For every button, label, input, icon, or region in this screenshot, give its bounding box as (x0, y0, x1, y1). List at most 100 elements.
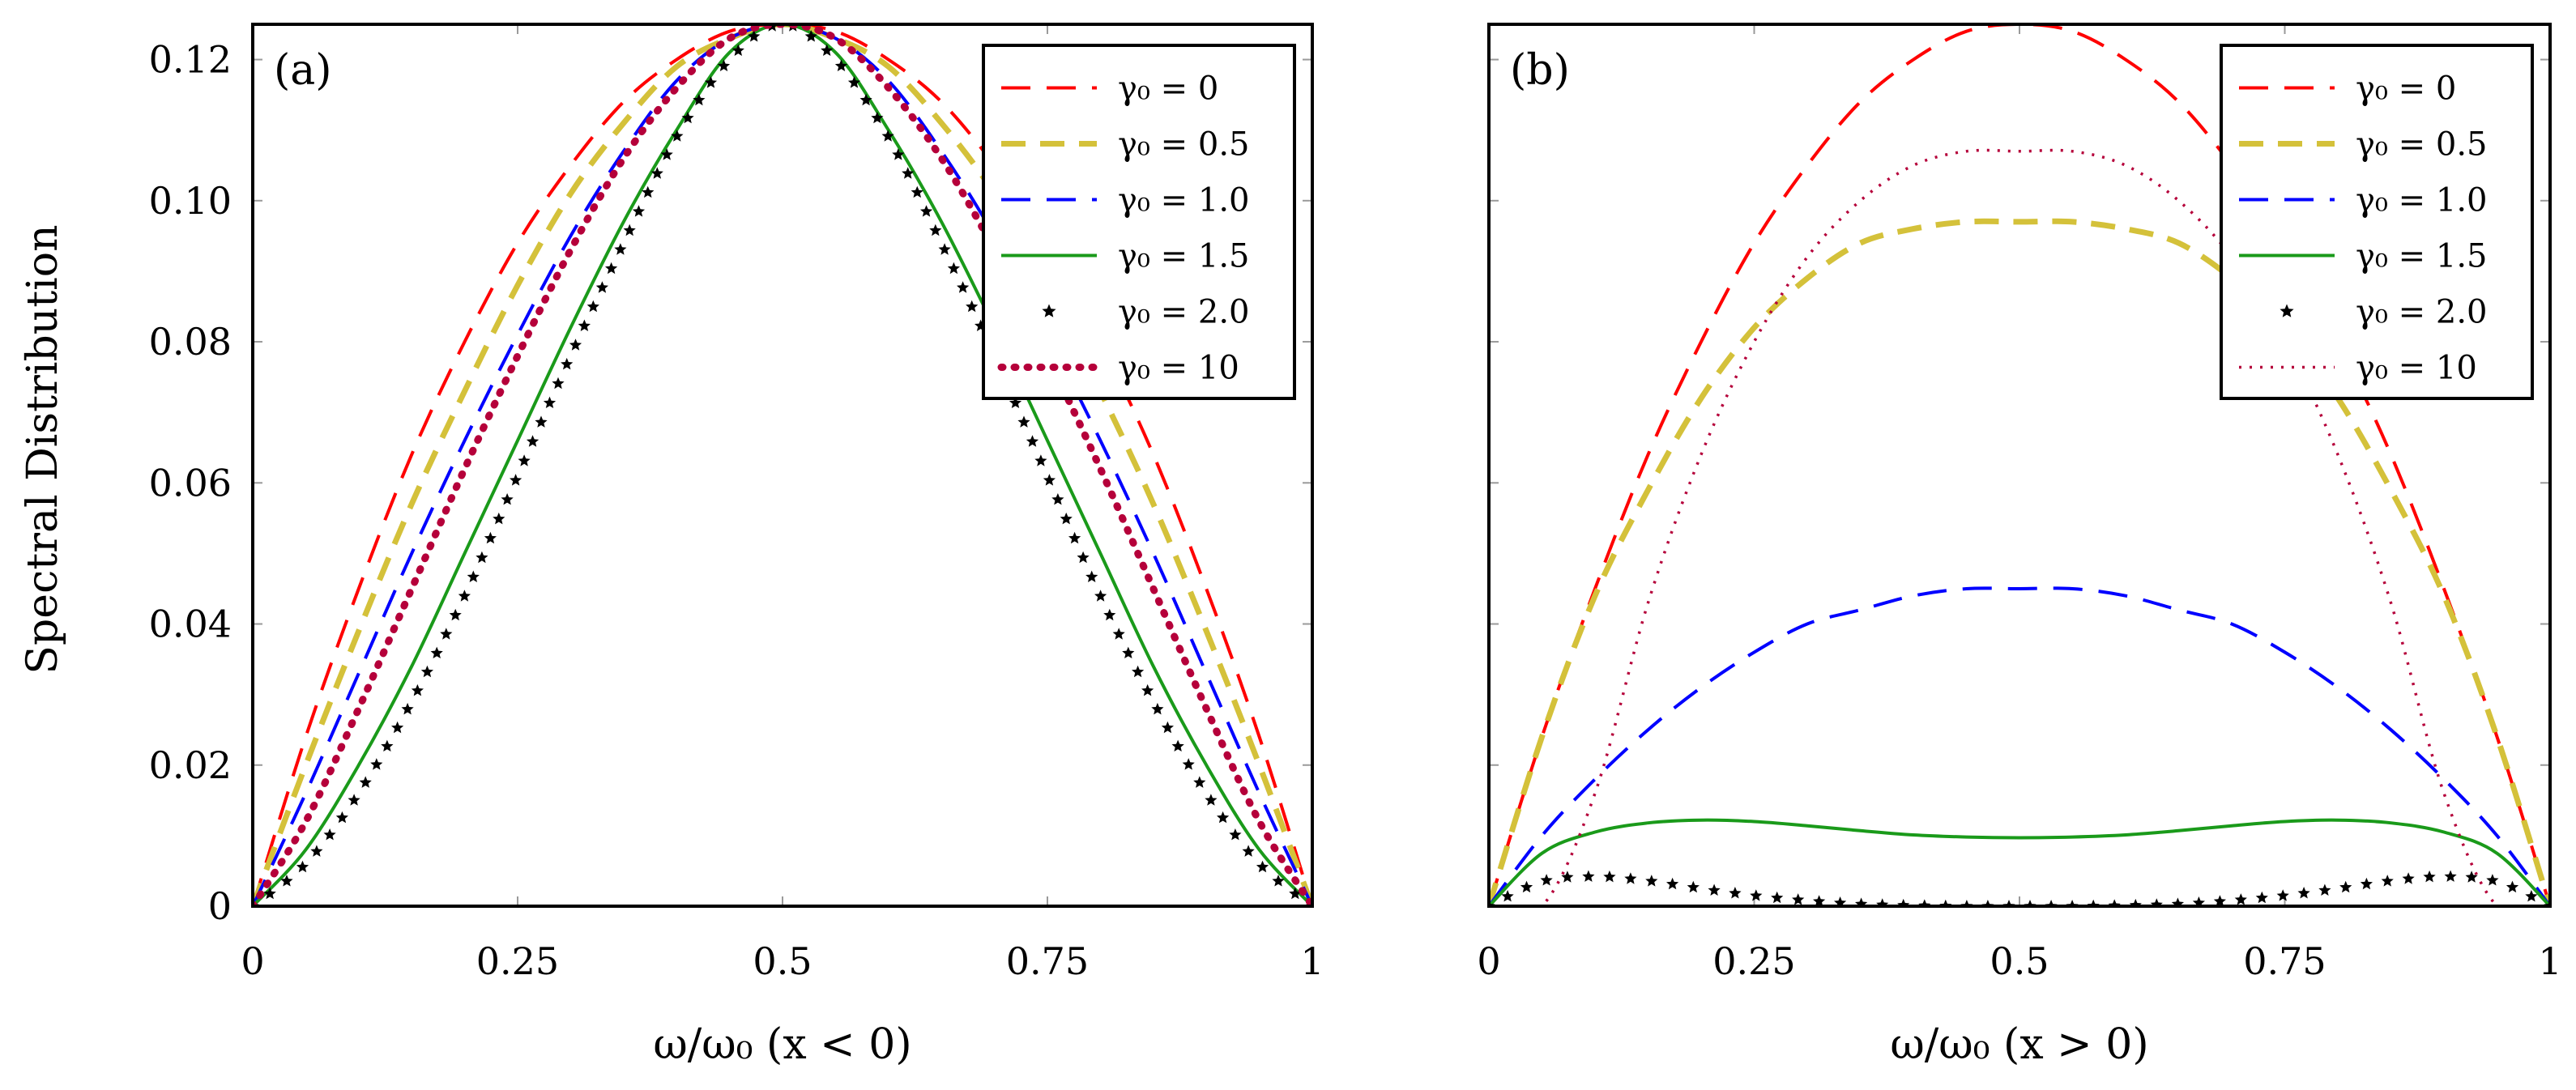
data-point (1193, 776, 1206, 788)
x-tick-label: 0.25 (1712, 939, 1795, 983)
data-point (467, 570, 480, 582)
y-tick-label: 0.02 (149, 743, 232, 787)
legend-entry: γ₀ = 2.0 (2280, 294, 2488, 331)
data-point (359, 776, 372, 788)
series-line (253, 24, 1312, 906)
legend-label: γ₀ = 1.0 (1118, 182, 1250, 219)
legend-entry: γ₀ = 0.5 (2239, 126, 2488, 164)
data-point (892, 148, 905, 160)
series-1-0 (253, 24, 1312, 906)
x-tick-label: 0.5 (753, 939, 812, 983)
data-point (1043, 474, 1056, 486)
data-point (1256, 860, 1269, 873)
legend-label: γ₀ = 1.5 (1118, 238, 1250, 275)
data-point (947, 262, 960, 275)
data-point (2360, 877, 2373, 890)
x-tick-label: 0.25 (476, 939, 559, 983)
data-point (1645, 875, 1658, 887)
legend-swatch (2280, 304, 2294, 317)
legend-entry: γ₀ = 1.5 (2239, 238, 2488, 275)
data-point (2192, 896, 2205, 906)
legend: γ₀ = 0 γ₀ = 0.5 γ₀ = 1.0 γ₀ = 1.5 γ₀ = 2.0 γ₀… (982, 44, 1296, 400)
data-point (2234, 893, 2247, 905)
data-point (642, 185, 655, 198)
y-tick-label: 0.04 (149, 602, 232, 646)
series-0 (253, 24, 1312, 906)
data-point (2339, 880, 2352, 893)
y-tick-label: 0.06 (149, 461, 232, 505)
data-point (693, 93, 706, 106)
data-point (2297, 887, 2310, 899)
data-point (2525, 890, 2538, 902)
data-point (1009, 396, 1022, 408)
data-point (650, 167, 663, 179)
data-point (1229, 828, 1242, 841)
data-point (2171, 897, 2184, 906)
x-axis-label: ω/ω₀ (x > 0) (1890, 1020, 2148, 1069)
legend-entry: γ₀ = 10 (997, 350, 1239, 387)
data-point (902, 167, 915, 179)
series-10 (253, 24, 1312, 906)
data-point (1242, 845, 1255, 857)
data-point (493, 512, 505, 525)
data-point (804, 30, 817, 42)
data-point (1771, 891, 1784, 904)
series-line (1489, 218, 2550, 906)
data-point (569, 338, 582, 351)
data-point (1122, 646, 1135, 658)
legend-swatch (1042, 304, 1056, 317)
data-point (449, 608, 462, 621)
data-point (484, 531, 497, 544)
legend-entry: γ₀ = 0 (1001, 70, 1218, 108)
plot-frame (1487, 23, 2552, 908)
data-point (430, 646, 443, 658)
data-point (929, 224, 942, 236)
legend-entry: γ₀ = 1.0 (1001, 182, 1250, 219)
data-point (681, 111, 694, 124)
data-point (1666, 877, 1679, 890)
data-point (1289, 887, 1302, 900)
y-tick-label: 0.12 (149, 38, 232, 82)
x-tick-label: 0 (241, 939, 264, 983)
x-tick-label: 0.5 (1990, 939, 2049, 983)
x-tick-label: 0.75 (1006, 939, 1089, 983)
data-point (381, 739, 394, 752)
x-tick-label: 1 (2538, 939, 2561, 983)
data-point (401, 702, 414, 715)
series-1-5 (253, 24, 1312, 906)
data-point (1624, 872, 1637, 884)
data-point (1918, 899, 1931, 906)
data-point (1939, 899, 1952, 906)
data-point (476, 551, 488, 564)
legend-label: γ₀ = 0 (2356, 70, 2456, 108)
data-point (660, 148, 673, 160)
data-point (1603, 870, 1616, 883)
x-tick-label: 0.75 (2243, 939, 2326, 983)
series-line (1489, 148, 2550, 906)
data-point (919, 205, 933, 217)
data-point (1051, 493, 1064, 505)
data-point (1077, 551, 1090, 564)
data-point (966, 300, 979, 313)
data-point (1501, 890, 1514, 902)
y-tick-label: 0 (208, 884, 232, 928)
data-point (518, 454, 531, 466)
data-point (605, 262, 618, 275)
data-point (1834, 896, 1847, 906)
data-point (1112, 628, 1125, 640)
y-tick-label: 0.08 (149, 320, 232, 364)
data-point (411, 683, 424, 696)
data-point (1205, 794, 1218, 806)
data-point (348, 794, 360, 806)
data-point (2318, 883, 2331, 896)
data-point (1094, 590, 1107, 602)
data-point (1813, 895, 1826, 906)
data-point (296, 860, 309, 873)
data-point (1540, 874, 1553, 886)
data-point (1897, 898, 1910, 906)
data-point (335, 811, 348, 824)
data-point (420, 665, 433, 678)
data-point (552, 377, 565, 390)
data-point (2423, 870, 2436, 883)
series-1-5 (1489, 818, 2550, 906)
